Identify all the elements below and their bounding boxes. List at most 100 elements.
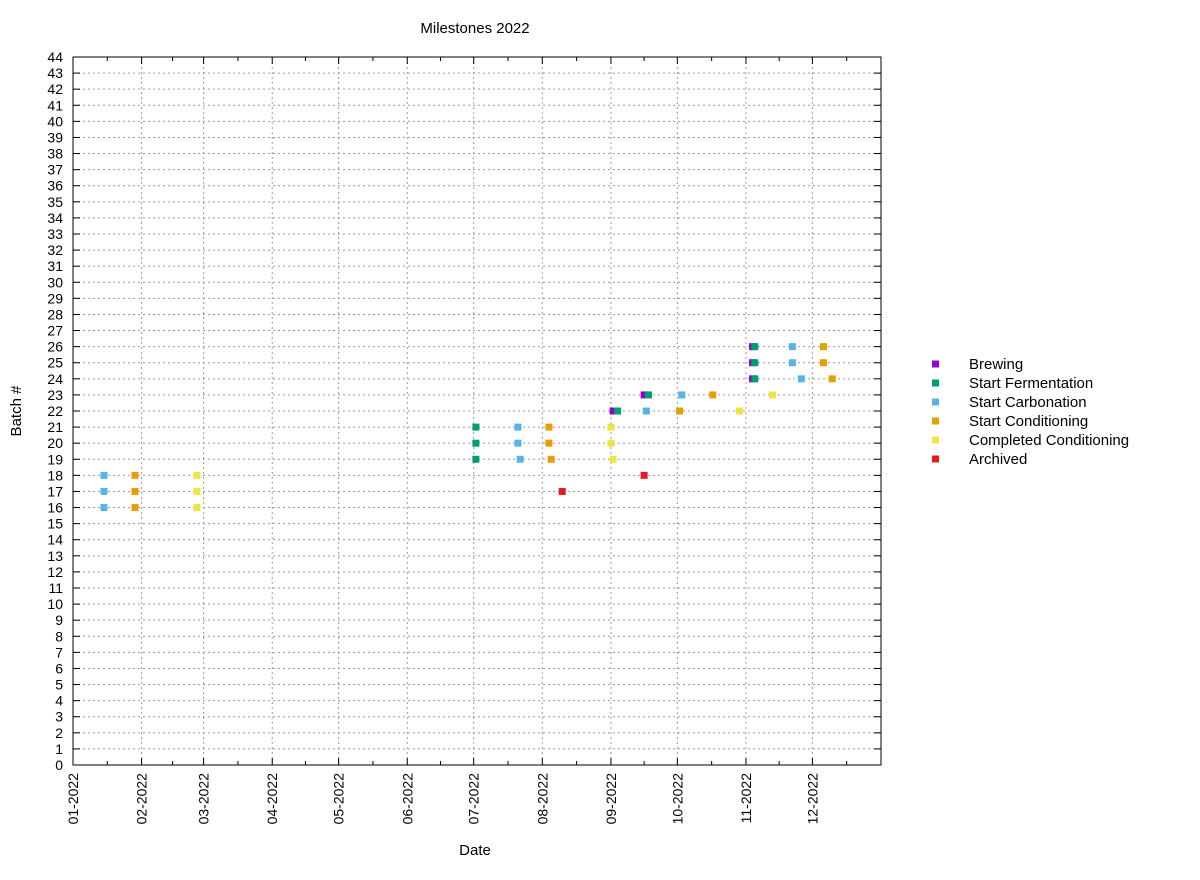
y-tick-label: 3 (55, 709, 63, 725)
data-point (640, 471, 648, 479)
y-tick-label: 37 (47, 162, 63, 178)
y-tick-label: 11 (48, 580, 63, 596)
data-point (676, 407, 684, 415)
x-tick-label: 03-2022 (196, 773, 212, 825)
data-point (607, 423, 615, 431)
data-point (193, 487, 201, 495)
y-tick-label: 26 (47, 339, 63, 355)
y-tick-label: 10 (47, 596, 63, 612)
y-tick-label: 15 (47, 516, 63, 532)
data-point (735, 407, 743, 415)
data-point (797, 375, 805, 383)
data-point (514, 439, 522, 447)
y-tick-label: 13 (47, 548, 63, 564)
y-tick-label: 28 (47, 306, 63, 322)
y-tick-label: 41 (47, 97, 63, 113)
y-tick-label: 21 (47, 419, 63, 435)
legend-swatch (932, 436, 939, 444)
data-point (642, 407, 650, 415)
x-tick-label: 09-2022 (603, 773, 619, 825)
y-tick-label: 16 (47, 500, 63, 516)
y-tick-label: 9 (55, 612, 63, 628)
data-point (828, 375, 836, 383)
legend-entry: Start Fermentation (969, 375, 1093, 392)
x-tick-label: 01-2022 (65, 773, 81, 825)
x-tick-label: 02-2022 (134, 773, 150, 825)
data-point (131, 471, 139, 479)
y-tick-label: 19 (47, 451, 63, 467)
legend-entry: Start Conditioning (969, 413, 1088, 430)
legend: Brewing Start Fermentation Start Carbonati… (932, 356, 1129, 468)
y-tick-label: 29 (47, 290, 63, 306)
chart-title: Milestones 2022 (420, 20, 529, 37)
legend-entry: Archived (969, 451, 1027, 468)
y-tick-label: 18 (47, 467, 63, 483)
y-tick-label: 22 (47, 403, 63, 419)
data-points (100, 343, 836, 512)
y-tick-label: 38 (47, 146, 63, 162)
data-point (769, 391, 777, 399)
data-point (545, 423, 553, 431)
data-point (193, 471, 201, 479)
y-axis-label: Batch # (8, 385, 25, 437)
y-tick-label: 42 (47, 81, 63, 97)
y-tick-label: 1 (55, 741, 63, 757)
data-point (131, 504, 139, 512)
legend-entry: Start Carbonation (969, 394, 1087, 411)
data-point (645, 391, 653, 399)
y-tick-label: 6 (55, 660, 63, 676)
x-tick-label: 06-2022 (399, 773, 415, 825)
x-tick-label: 04-2022 (264, 773, 280, 825)
y-tick-label: 0 (55, 757, 63, 773)
y-tick-label: 31 (47, 258, 63, 274)
y-tick-label: 32 (47, 242, 63, 258)
data-point (751, 343, 759, 351)
y-tick-label: 33 (47, 226, 63, 242)
data-point (514, 423, 522, 431)
x-tick-label: 10-2022 (669, 773, 685, 825)
data-point (558, 487, 566, 495)
data-point (472, 455, 480, 463)
data-point (100, 504, 108, 512)
y-tick-label: 12 (47, 564, 63, 580)
y-tick-label: 20 (47, 435, 63, 451)
y-tick-label: 24 (47, 371, 63, 387)
data-point (131, 487, 139, 495)
y-tick-label: 23 (47, 387, 63, 403)
y-tick-label: 14 (47, 532, 63, 548)
grid (73, 57, 881, 765)
y-axis: 0123456789101112131415161718192021222324… (47, 49, 881, 773)
y-tick-label: 2 (55, 725, 63, 741)
y-tick-label: 30 (47, 274, 63, 290)
x-axis: 01-2022 02-2022 03-2022 04-2022 05-2022 06-20… (65, 57, 848, 825)
data-point (819, 359, 827, 367)
data-point (547, 455, 555, 463)
legend-swatch (932, 360, 939, 368)
data-point (472, 423, 480, 431)
data-point (678, 391, 686, 399)
x-tick-label: 12-2022 (804, 773, 820, 825)
data-point (609, 455, 617, 463)
y-tick-label: 43 (47, 65, 63, 81)
y-tick-label: 39 (47, 129, 63, 145)
data-point (751, 375, 759, 383)
legend-swatch (932, 379, 939, 387)
data-point (100, 471, 108, 479)
x-tick-label: 11-2022 (738, 773, 754, 824)
legend-entry: Brewing (969, 356, 1023, 373)
data-point (472, 439, 480, 447)
y-tick-label: 8 (55, 628, 63, 644)
y-tick-label: 40 (47, 113, 63, 129)
x-tick-label: 07-2022 (466, 773, 482, 825)
y-tick-label: 25 (47, 355, 63, 371)
data-point (614, 407, 622, 415)
data-point (609, 407, 617, 415)
y-tick-label: 44 (47, 49, 63, 65)
data-point (819, 343, 827, 351)
y-tick-label: 4 (55, 693, 63, 709)
x-axis-label: Date (459, 842, 491, 859)
legend-swatch (932, 455, 939, 463)
y-tick-label: 35 (47, 194, 63, 210)
y-tick-label: 34 (47, 210, 63, 226)
